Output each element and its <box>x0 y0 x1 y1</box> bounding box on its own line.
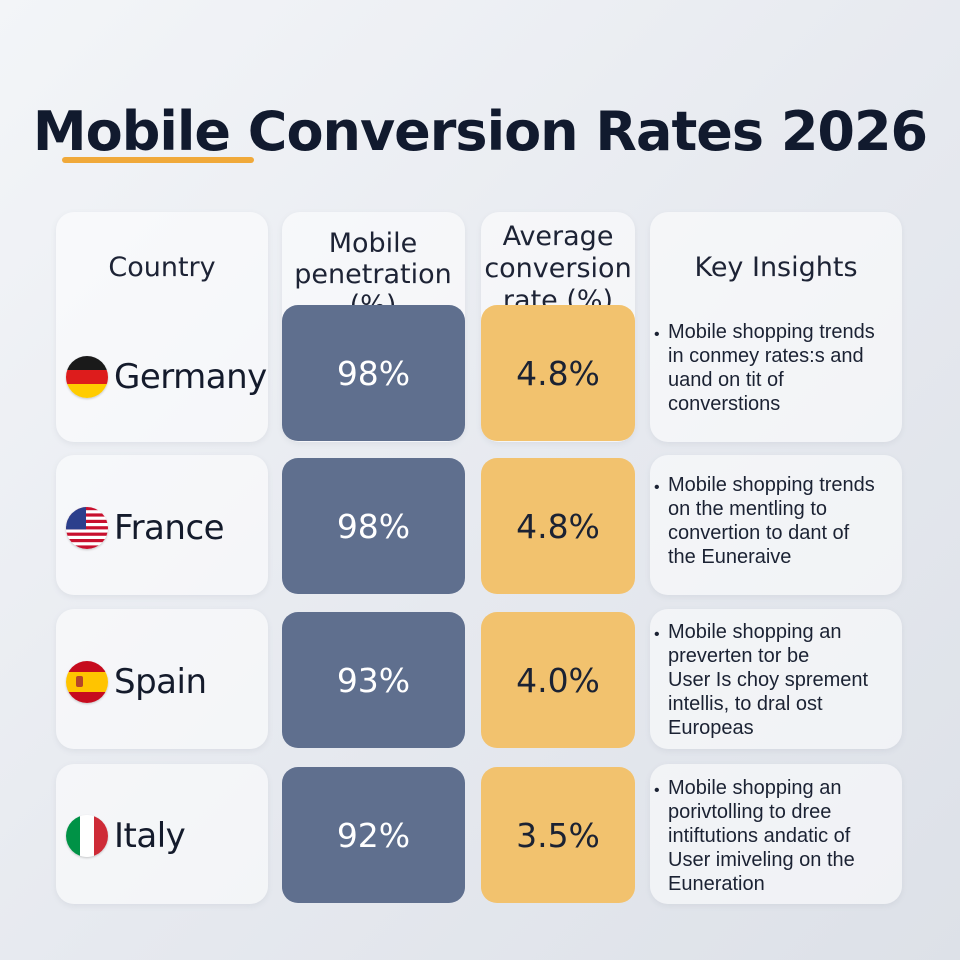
insight-text: • Mobile shopping an preverten tor be Us… <box>654 621 869 739</box>
insight-text: • Mobile shopping trends on the mentling… <box>654 474 875 568</box>
country-name: Italy <box>114 815 186 856</box>
title-underline <box>62 157 254 163</box>
insights-header: Key Insights <box>694 252 858 283</box>
country-name: Spain <box>114 661 207 702</box>
bullet-icon: • <box>654 479 660 496</box>
germany-flag-icon <box>66 355 108 398</box>
conversion-value: 4.0% <box>481 612 635 748</box>
country-header: Country <box>108 252 216 283</box>
country-name: Germany <box>114 356 267 397</box>
insights-header-card <box>650 212 902 442</box>
country-name: France <box>114 507 225 548</box>
table-row-country: Italy <box>56 763 268 908</box>
us-flag-icon <box>66 506 108 549</box>
table-row-country: Spain <box>56 609 268 754</box>
penetration-value: 98% <box>282 458 465 594</box>
conversion-value: 4.8% <box>481 458 635 594</box>
country-header-card <box>56 212 268 442</box>
conversion-value: 4.8% <box>481 305 635 441</box>
conversion-header: Average conversion rate (%) <box>484 221 632 316</box>
italy-flag-icon <box>66 814 108 857</box>
bullet-icon: • <box>654 326 660 343</box>
penetration-value: 98% <box>282 305 465 441</box>
insight-text: • Mobile shopping trends in conmey rates… <box>654 321 875 415</box>
bullet-icon: • <box>654 782 660 799</box>
conversion-value: 3.5% <box>481 767 635 903</box>
row-card-insights <box>650 609 902 749</box>
row-card-insights <box>650 455 902 595</box>
bullet-icon: • <box>654 626 660 643</box>
spain-flag-icon <box>66 660 108 703</box>
table-row-country: Germany <box>56 304 268 449</box>
penetration-value: 93% <box>282 612 465 748</box>
page-title: Mobile Conversion Rates 2026 <box>32 100 928 163</box>
insight-text: • Mobile shopping an porivtolling to dre… <box>654 777 855 895</box>
row-card-insights <box>650 764 902 904</box>
penetration-value: 92% <box>282 767 465 903</box>
table-row-country: France <box>56 455 268 600</box>
